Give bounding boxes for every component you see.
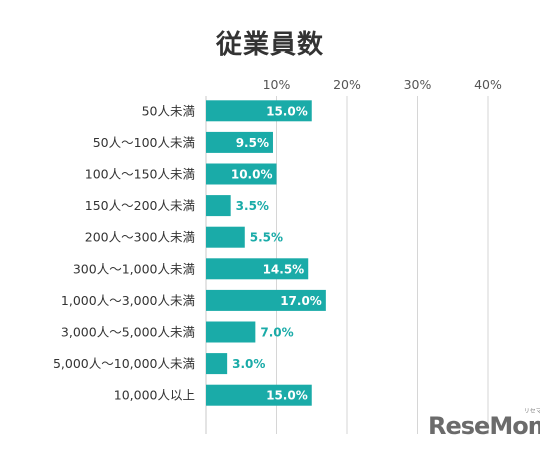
- bar: [206, 258, 309, 280]
- x-tick-label: 20%: [333, 77, 361, 92]
- bar: [206, 195, 231, 217]
- category-label: 100人～150人未満: [85, 167, 195, 182]
- bar: [206, 321, 256, 343]
- data-label: 17.0%: [280, 294, 322, 308]
- bar: [206, 353, 228, 375]
- category-label: 3,000人～5,000人未満: [61, 325, 195, 340]
- bar: [206, 131, 273, 153]
- category-label: 50人～100人未満: [93, 135, 195, 150]
- bar: [206, 226, 245, 248]
- category-label: 5,000人～10,000人未満: [53, 356, 195, 371]
- category-label: 50人未満: [142, 103, 195, 118]
- x-tick-label: 40%: [474, 77, 502, 92]
- bar: [206, 163, 277, 185]
- logo-small-text: リセマム: [523, 408, 540, 415]
- category-label: 200人～300人未満: [85, 230, 195, 245]
- category-label: 300人～1,000人未満: [73, 261, 195, 276]
- x-tick-label: 30%: [404, 77, 432, 92]
- bar: [206, 384, 312, 406]
- data-label: 14.5%: [263, 262, 305, 276]
- data-label: 5.5%: [250, 231, 283, 245]
- data-label: 10.0%: [231, 168, 273, 182]
- data-label: 7.0%: [260, 326, 293, 340]
- resemom-logo: ReseMom リセマム: [428, 408, 540, 440]
- data-label: 15.0%: [266, 389, 308, 403]
- data-label: 3.5%: [236, 199, 269, 213]
- chart-title: 従業員数: [215, 30, 324, 60]
- data-label: 15.0%: [266, 104, 308, 118]
- bar: [206, 100, 312, 122]
- logo-text: ReseMom: [428, 412, 540, 440]
- category-label: 1,000人～3,000人未満: [61, 293, 195, 308]
- bar: [206, 289, 326, 311]
- data-label: 9.5%: [236, 136, 269, 150]
- category-label: 150人～200人未満: [85, 198, 195, 213]
- category-label: 10,000人以上: [114, 388, 195, 403]
- data-label: 3.0%: [232, 357, 265, 371]
- x-tick-label: 10%: [263, 77, 291, 92]
